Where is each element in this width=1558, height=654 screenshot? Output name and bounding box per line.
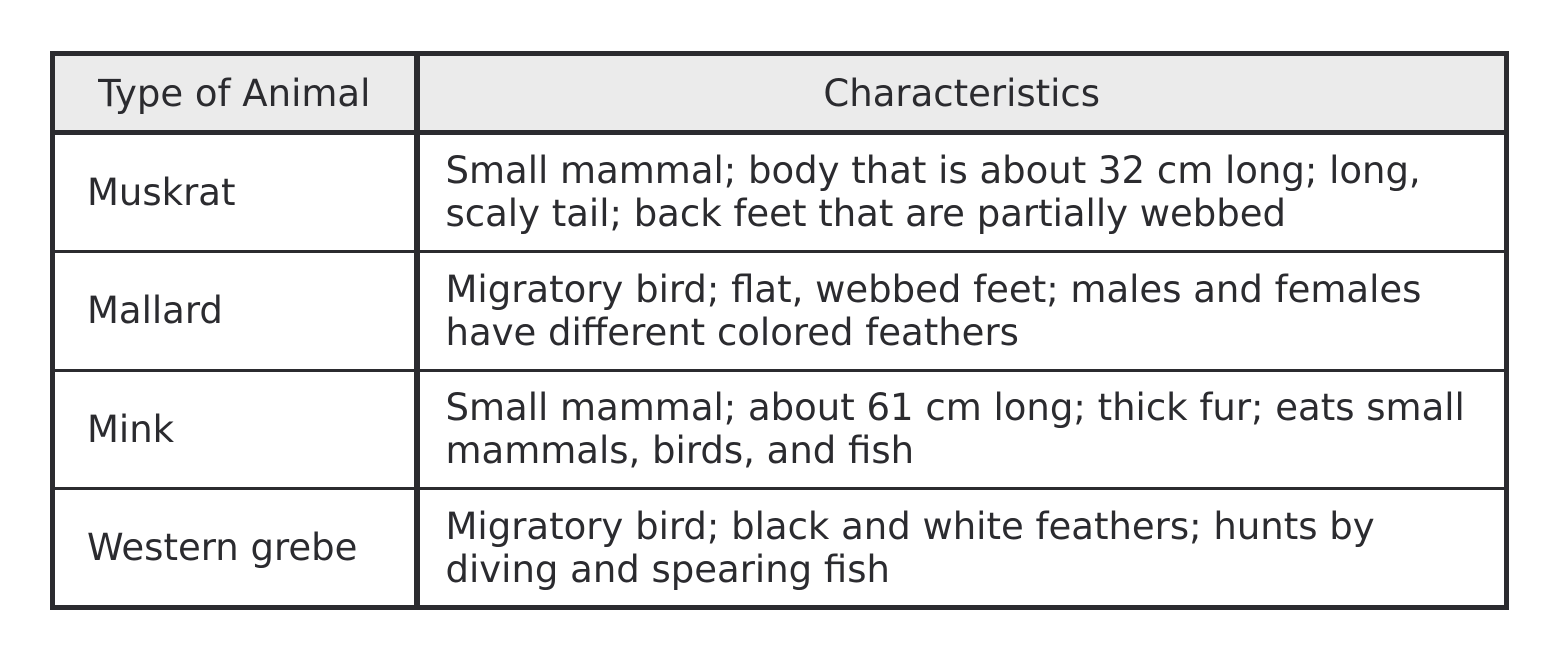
- animal-name-cell: Muskrat: [52, 131, 420, 253]
- table-row: Mink Small mammal; about 61 cm long; thi…: [52, 368, 1507, 491]
- characteristics-cell: Migratory bird; black and white feathers…: [416, 487, 1507, 609]
- column-header-characteristics: Characteristics: [416, 52, 1507, 135]
- animal-characteristics-table-container: Type of Animal Characteristics Muskrat S…: [50, 51, 1509, 610]
- characteristics-cell: Small mammal; body that is about 32 cm l…: [416, 131, 1507, 253]
- table-row: Western grebe Migratory bird; black and …: [52, 487, 1507, 609]
- animal-name-cell: Mink: [52, 368, 420, 491]
- table-row: Mallard Migratory bird; flat, webbed fee…: [52, 249, 1507, 372]
- column-header-type-of-animal: Type of Animal: [52, 52, 420, 135]
- characteristics-cell: Migratory bird; flat, webbed feet; males…: [416, 249, 1507, 372]
- table-header-row: Type of Animal Characteristics: [52, 52, 1507, 135]
- animal-characteristics-table: Type of Animal Characteristics Muskrat S…: [50, 51, 1509, 610]
- table-row: Muskrat Small mammal; body that is about…: [52, 131, 1507, 253]
- animal-name-cell: Mallard: [52, 249, 420, 372]
- animal-name-cell: Western grebe: [52, 487, 420, 609]
- characteristics-cell: Small mammal; about 61 cm long; thick fu…: [416, 368, 1507, 491]
